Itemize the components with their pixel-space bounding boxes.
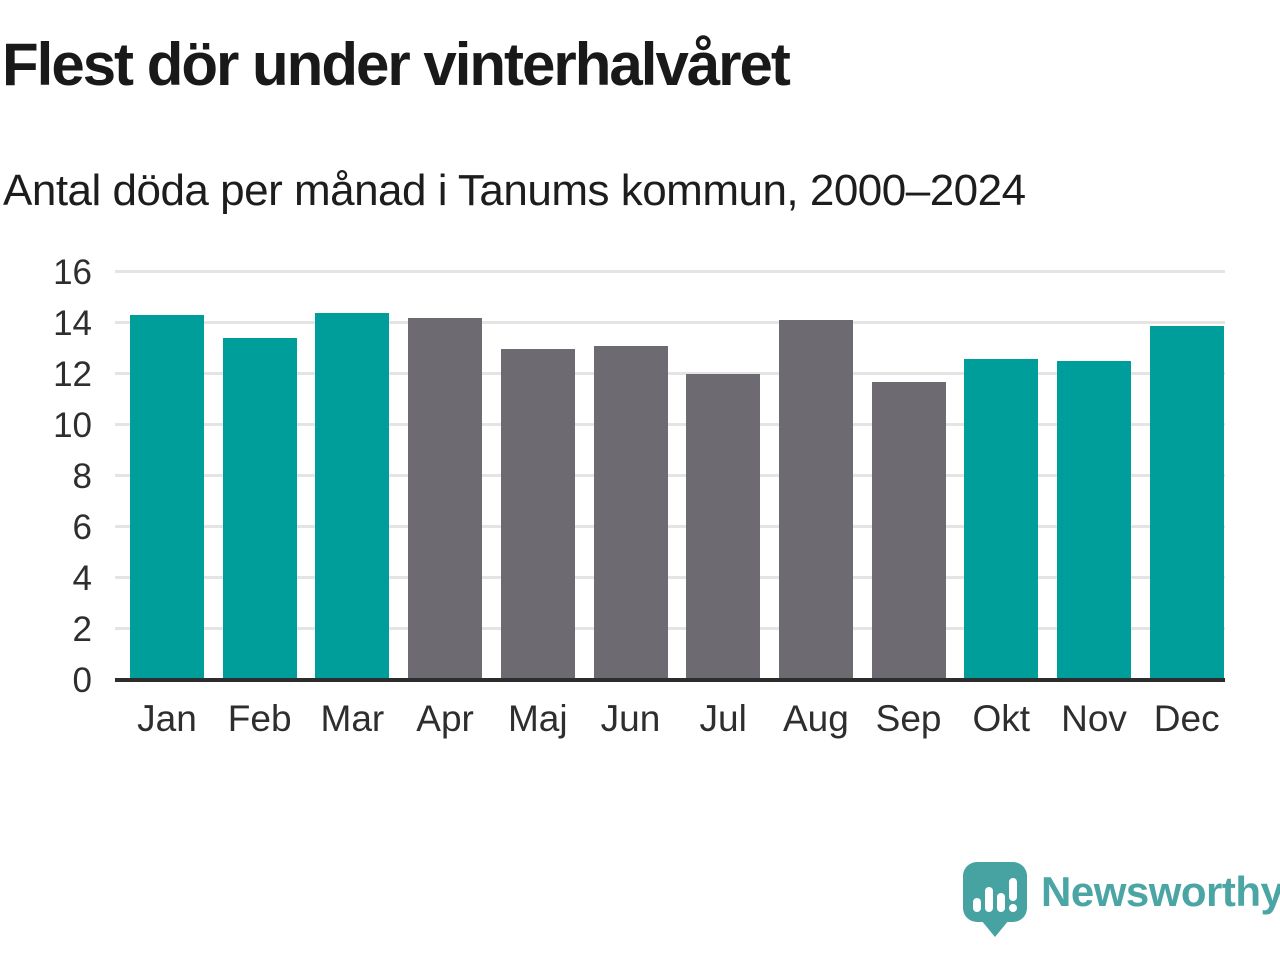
gridline-y-8 [115,474,1225,477]
exclamation-icon [1009,878,1017,912]
bar-feb [222,338,297,680]
newsworthy-logo: Newsworthy [963,862,1280,938]
y-tick-label-16: 16 [53,253,92,292]
logo-bar-tall-icon [985,887,993,912]
newsworthy-wordmark: Newsworthy [1041,868,1280,915]
bar-okt [964,358,1039,680]
speech-bubble-tail-icon [981,920,1009,937]
bar-maj [500,348,575,680]
exclamation-stem-icon [1009,878,1017,901]
gridline-y-6 [115,525,1225,528]
y-tick-label-8: 8 [72,457,92,496]
x-tick-label-sep: Sep [875,698,942,739]
gridline-y-14 [115,321,1225,324]
x-tick-label-jul: Jul [699,698,747,739]
x-tick-label-jun: Jun [600,698,661,739]
y-tick-label-4: 4 [72,559,92,598]
x-tick-label-nov: Nov [1061,698,1127,739]
gridline-y-2 [115,627,1225,630]
x-tick-label-apr: Apr [416,698,474,739]
bar-nov [1057,361,1131,680]
chart-title: Flest dör under vinterhalvåret [2,31,791,98]
x-tick-label-dec: Dec [1153,698,1220,739]
x-tick-label-aug: Aug [782,698,849,739]
gridline-y-10 [115,423,1225,426]
plot-area [115,270,1225,682]
bar-mar [315,312,390,680]
gridline-y-4 [115,576,1225,579]
newsworthy-logo-icon [963,862,1027,938]
x-tick-label-maj: Maj [507,698,568,739]
y-tick-label-10: 10 [53,406,92,445]
x-tick-label-okt: Okt [972,698,1031,739]
y-tick-label-14: 14 [53,304,92,343]
bar-aug [778,320,853,680]
speech-bubble-icon [963,862,1027,922]
y-tick-label-2: 2 [72,610,92,649]
gridline-y-16 [115,270,1225,273]
y-tick-label-0: 0 [72,661,92,700]
x-tick-label-mar: Mar [320,698,385,739]
gridline-y-12 [115,372,1225,375]
x-tick-label-jan: Jan [137,698,197,739]
bar-apr [408,317,483,680]
y-tick-label-6: 6 [72,508,92,547]
exclamation-dot-icon [1009,904,1017,912]
x-tick-label-feb: Feb [227,698,292,739]
bar-jun [593,345,668,680]
chart-subtitle: Antal döda per månad i Tanums kommun, 20… [3,166,1026,215]
bar-sep [871,381,946,680]
bar-jul [686,374,761,680]
logo-bar-medium-icon [997,893,1005,912]
logo-bar-short-icon [973,898,981,912]
x-axis-line [115,678,1225,682]
bar-jan [130,315,204,680]
bar-dec [1149,325,1224,680]
y-tick-label-12: 12 [53,355,92,394]
